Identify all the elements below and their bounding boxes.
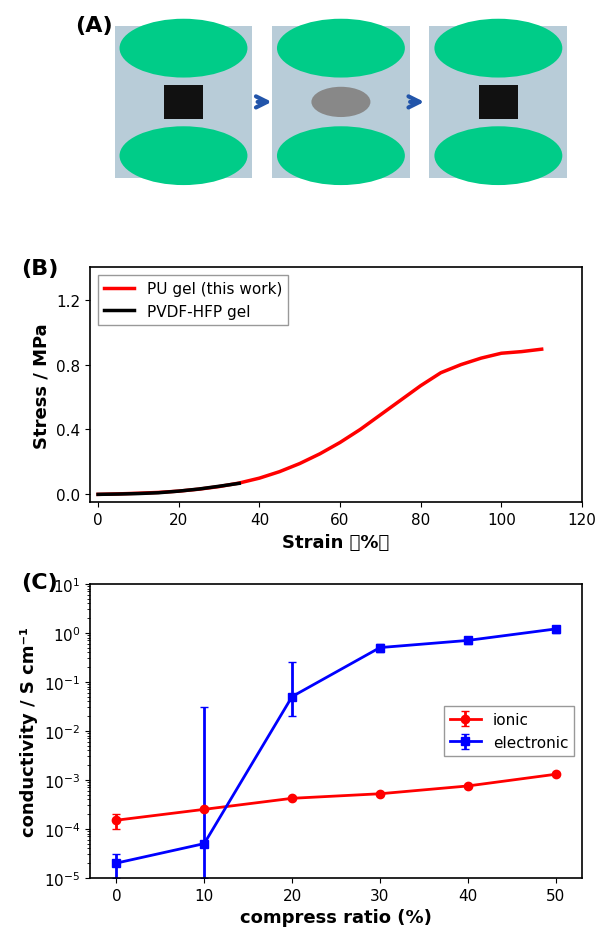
X-axis label: Strain （%）: Strain （%） <box>283 533 389 551</box>
PU gel (this work) <box>437 367 445 379</box>
PVDF-HFP gel <box>94 489 101 500</box>
Bar <box>430 27 567 178</box>
PU gel (this work) <box>377 410 384 421</box>
Y-axis label: Stress / MPa: Stress / MPa <box>32 323 50 448</box>
PU gel (this work) <box>155 487 162 498</box>
PVDF-HFP gel <box>115 489 122 500</box>
Line: PU gel (this work): PU gel (this work) <box>98 350 542 495</box>
PU gel (this work) <box>457 360 464 371</box>
Text: (B): (B) <box>21 259 58 278</box>
PU gel (this work) <box>135 488 142 499</box>
Ellipse shape <box>311 88 370 118</box>
PU gel (this work) <box>175 486 182 497</box>
PVDF-HFP gel <box>175 486 182 497</box>
PU gel (this work) <box>417 380 424 392</box>
PU gel (this work) <box>518 346 525 358</box>
Ellipse shape <box>277 20 405 78</box>
PU gel (this work) <box>236 478 243 489</box>
Ellipse shape <box>434 127 562 186</box>
PU gel (this work) <box>316 448 323 460</box>
Bar <box>272 27 410 178</box>
PVDF-HFP gel <box>215 481 223 493</box>
Line: PVDF-HFP gel: PVDF-HFP gel <box>98 484 239 495</box>
PVDF-HFP gel <box>195 484 202 496</box>
PU gel (this work) <box>538 345 545 356</box>
PU gel (this work) <box>215 481 223 493</box>
Legend: PU gel (this work), PVDF-HFP gel: PU gel (this work), PVDF-HFP gel <box>98 276 288 326</box>
PVDF-HFP gel <box>236 479 243 490</box>
Text: (A): (A) <box>75 15 113 36</box>
Y-axis label: conductivity / S cm⁻¹: conductivity / S cm⁻¹ <box>20 626 38 836</box>
PU gel (this work) <box>94 489 101 500</box>
PU gel (this work) <box>256 473 263 484</box>
Ellipse shape <box>119 127 247 186</box>
PU gel (this work) <box>478 353 485 364</box>
PU gel (this work) <box>115 489 122 500</box>
PU gel (this work) <box>498 348 505 360</box>
X-axis label: compress ratio (%): compress ratio (%) <box>240 908 432 926</box>
Ellipse shape <box>277 127 405 186</box>
PU gel (this work) <box>276 466 283 478</box>
PVDF-HFP gel <box>135 488 142 499</box>
Bar <box>164 86 203 120</box>
PU gel (this work) <box>296 459 304 470</box>
Legend: ionic, electronic: ionic, electronic <box>444 706 574 756</box>
PU gel (this work) <box>195 484 202 496</box>
Bar <box>115 27 253 178</box>
PVDF-HFP gel <box>155 487 162 498</box>
Ellipse shape <box>434 20 562 78</box>
Bar <box>479 86 518 120</box>
Text: (C): (C) <box>21 572 58 593</box>
PU gel (this work) <box>356 425 364 436</box>
PU gel (this work) <box>397 396 404 407</box>
PU gel (this work) <box>337 437 344 448</box>
Ellipse shape <box>119 20 247 78</box>
